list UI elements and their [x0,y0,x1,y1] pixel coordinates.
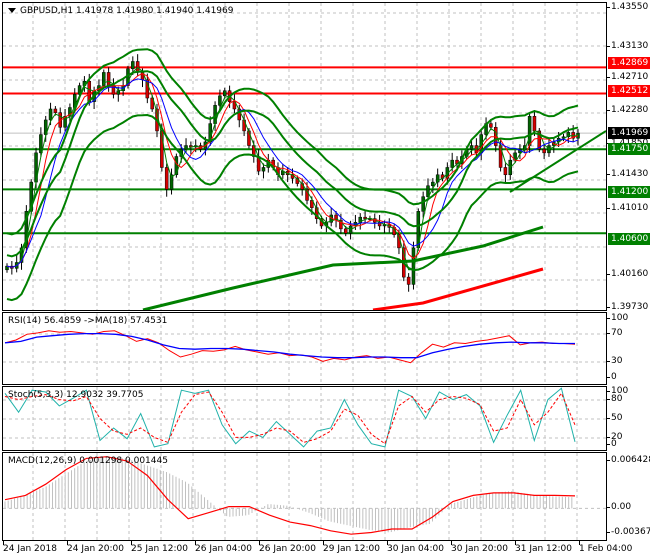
price-chart-canvas[interactable] [3,3,606,310]
stoch-tick: 50 [607,413,650,424]
rsi-panel[interactable]: RSI(14) 56.4859 ->MA(18) 57.4531 [2,312,607,385]
macd-label: MACD(12,26,9) 0.001298 0.001445 [8,456,168,466]
rsi-axis: 100 70 30 0 [607,312,650,385]
time-label: 26 Jan 20:00 [259,544,316,554]
stoch-tick: 80 [607,394,650,405]
time-tick [67,541,68,545]
rsi-tick: 0 [607,372,650,383]
macd-axis: 0.006428 0.00 -0.003674 [607,452,650,541]
time-label: 26 Jan 04:00 [195,544,252,554]
time-tick [451,541,452,545]
time-label: 29 Jan 12:00 [323,544,380,554]
stochastic-label: Stoch(5,3,3) 12.9032 39.7705 [8,390,144,400]
support-level-tag: 1.40600 [608,233,650,245]
price-chart-panel[interactable]: GBPUSD,H1 1.41978 1.41980 1.41940 1.4196… [2,2,607,311]
support-level-tag: 1.41750 [608,143,650,155]
macd-tick: 0.00 [607,502,650,513]
time-tick [131,541,132,545]
dropdown-triangle-icon[interactable] [8,8,16,13]
time-tick [323,541,324,545]
stochastic-canvas[interactable] [3,387,606,450]
resistance-level-tag: 1.42869 [608,57,650,69]
time-tick [3,541,4,545]
stoch-tick: 0 [607,439,650,450]
time-tick [515,541,516,545]
macd-tick: 0.006428 [607,455,650,466]
price-tick: 1.43550 [607,2,650,13]
time-label: 25 Jan 12:00 [131,544,188,554]
macd-panel[interactable]: MACD(12,26,9) 0.001298 0.001445 [2,452,607,541]
rsi-tick: 100 [607,313,650,324]
resistance-level-tag: 1.42512 [608,85,650,97]
time-label: 31 Jan 12:00 [515,544,572,554]
price-tick: 1.41010 [607,203,650,214]
price-tick: 1.43130 [607,41,650,52]
stoch-tick: 100 [607,386,650,397]
symbol-ohlc-label: GBPUSD,H1 1.41978 1.41980 1.41940 1.4196… [20,6,234,16]
price-tick: 1.40160 [607,269,650,280]
price-tick: 1.39730 [607,302,650,313]
time-label: 24 Jan 20:00 [67,544,124,554]
current-price-tag: 1.41969 [608,127,650,139]
rsi-canvas[interactable] [3,313,606,384]
price-tick: 1.42280 [607,105,650,116]
time-label: 24 Jan 2018 [3,544,57,554]
time-tick [579,541,580,545]
price-tick: 1.41430 [607,169,650,180]
stochastic-axis: 100 80 50 20 0 [607,386,650,451]
support-level-tag: 1.41200 [608,186,650,198]
macd-canvas[interactable] [3,453,606,540]
price-tick: 1.42710 [607,72,650,83]
time-axis: 24 Jan 2018 24 Jan 20:00 25 Jan 12:00 26… [0,541,650,560]
rsi-tick: 30 [607,356,650,367]
stoch-tick: 20 [607,432,650,443]
time-label: 30 Jan 20:00 [451,544,508,554]
chart-header: GBPUSD,H1 1.41978 1.41980 1.41940 1.4196… [8,6,233,16]
time-label: 30 Jan 04:00 [387,544,444,554]
rsi-label: RSI(14) 56.4859 ->MA(18) 57.4531 [8,316,168,326]
rsi-tick: 70 [607,328,650,339]
time-tick [195,541,196,545]
price-axis: 1.43550 1.43130 1.42710 1.42280 1.41850 … [607,2,650,313]
time-tick [387,541,388,545]
time-tick [259,541,260,545]
stochastic-panel[interactable]: Stoch(5,3,3) 12.9032 39.7705 [2,386,607,451]
macd-tick: -0.003674 [607,527,650,538]
time-label: 1 Feb 04:00 [579,544,633,554]
